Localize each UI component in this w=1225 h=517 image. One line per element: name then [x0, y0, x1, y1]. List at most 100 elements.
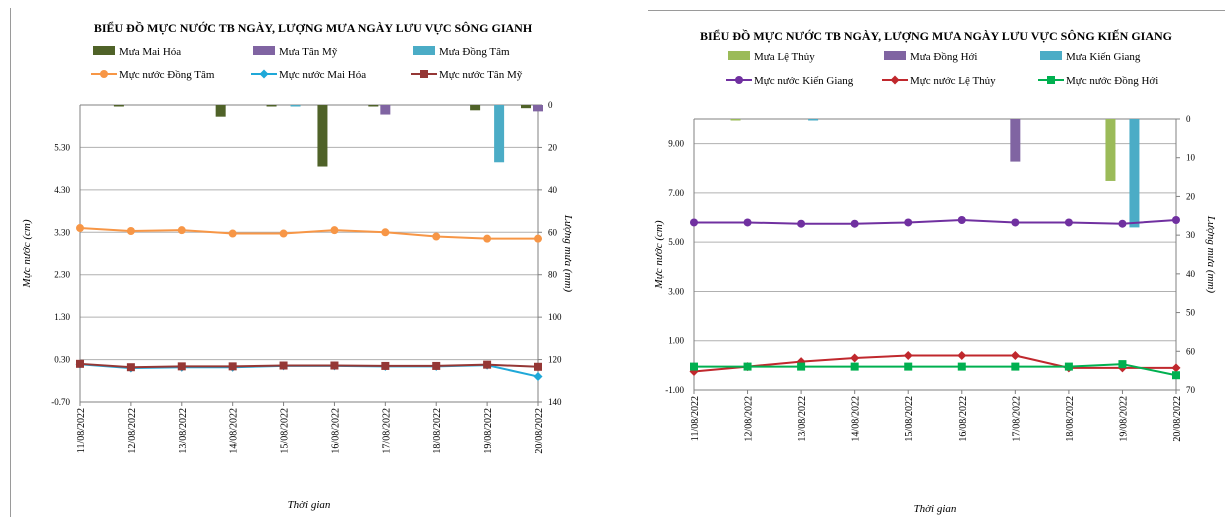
rain-bar [533, 105, 543, 112]
y-tick-label: -1.00 [665, 385, 684, 395]
rain-bar [317, 105, 328, 167]
legend-swatch [253, 46, 275, 55]
water-level-point [279, 361, 288, 370]
y-tick-label: 7.00 [668, 188, 684, 198]
x-tick-label: 11/08/2022 [690, 396, 701, 441]
water-level-point [850, 353, 860, 363]
left-panel-border [10, 8, 11, 517]
legend-label: Mưa Mai Hóa [119, 46, 181, 58]
legend-label: Mực nước Đồng Tâm [119, 69, 215, 81]
y2-tick-label: 0 [548, 100, 553, 110]
x-tick-label: 19/08/2022 [483, 408, 494, 454]
rain-bar [113, 105, 124, 107]
water-level-point [330, 361, 339, 370]
water-level-point [228, 362, 237, 371]
y2-tick-label: 70 [1186, 385, 1196, 395]
water-level-point [850, 362, 859, 371]
y-tick-label: 4.30 [54, 185, 70, 195]
water-level-point [1171, 363, 1181, 373]
y2-tick-label: 50 [1186, 308, 1196, 318]
y-tick-label: 5.00 [668, 237, 684, 247]
y2-tick-label: 60 [1186, 346, 1196, 356]
water-level-point [126, 227, 135, 236]
x-tick-label: 20/08/2022 [1172, 396, 1183, 442]
legend-swatch [728, 51, 750, 60]
legend-label: Mực nước Mai Hóa [279, 69, 366, 81]
water-level-point [1011, 218, 1020, 227]
legend-label: Mưa Đồng Hới [910, 51, 977, 63]
water-level-point [743, 218, 752, 227]
x-axis-title: Thời gian [914, 503, 957, 515]
water-level-point [126, 363, 135, 372]
rain-bar [1129, 119, 1140, 228]
water-level-point [690, 362, 698, 371]
legend-marker [1047, 76, 1055, 84]
y2-tick-label: 40 [1186, 269, 1196, 279]
y2-tick-label: 80 [548, 270, 558, 280]
water-level-point [903, 351, 913, 361]
x-tick-label: 15/08/2022 [904, 396, 915, 442]
x-tick-label: 14/08/2022 [851, 396, 862, 442]
x-tick-label: 14/08/2022 [229, 408, 240, 454]
x-tick-label: 13/08/2022 [178, 408, 189, 454]
water-level-point [483, 360, 492, 369]
water-level-point [381, 361, 390, 370]
y-tick-label: 3.00 [668, 286, 684, 296]
water-level-point [381, 228, 390, 237]
water-level-line [694, 363, 1177, 377]
x-tick-label: 13/08/2022 [797, 396, 808, 442]
y2-tick-label: 20 [1186, 191, 1196, 201]
y2-tick-label: 0 [1186, 114, 1191, 124]
y-tick-label: 1.30 [54, 312, 70, 322]
water-level-point [432, 361, 441, 370]
water-level-point [690, 218, 698, 227]
x-tick-label: 12/08/2022 [127, 408, 138, 454]
water-level-point [534, 234, 542, 243]
water-level-point [743, 362, 752, 371]
water-level-point [957, 362, 966, 371]
water-level-point [957, 351, 967, 361]
right-panel-top-border [648, 10, 1225, 11]
y-tick-label: 5.30 [54, 142, 70, 152]
water-level-point [76, 359, 84, 368]
water-level-point [1010, 351, 1020, 361]
water-level-point [904, 218, 913, 227]
water-level-point [177, 362, 186, 371]
legend-swatch [413, 46, 435, 55]
y2-axis-title: Lượng mưa (mm) [562, 214, 574, 292]
y2-tick-label: 60 [548, 227, 558, 237]
x-tick-label: 18/08/2022 [1065, 396, 1076, 442]
water-level-point [533, 372, 543, 382]
rain-bar [1105, 119, 1116, 181]
water-level-point [797, 219, 806, 228]
water-level-point [330, 226, 339, 235]
y-tick-label: 2.30 [54, 270, 70, 280]
y2-tick-label: 40 [548, 185, 558, 195]
x-tick-label: 19/08/2022 [1118, 396, 1129, 442]
chart-song-gianh: BIỂU ĐỒ MỰC NƯỚC TB NGÀY, LƯỢNG MƯA NGÀY… [21, 20, 574, 511]
water-level-point [1172, 216, 1180, 225]
chart-title: BIỂU ĐỒ MỰC NƯỚC TB NGÀY, LƯỢNG MƯA NGÀY… [94, 20, 533, 35]
y-axis-title: Mực nước (cm) [653, 220, 665, 289]
legend-marker [100, 70, 108, 78]
legend-label: Mưa Kiến Giang [1066, 51, 1141, 63]
water-level-point [1064, 218, 1073, 227]
rain-bar [521, 105, 531, 109]
y2-axis-title: Lượng mưa (mm) [1205, 215, 1217, 293]
legend-marker [259, 69, 269, 79]
x-axis-title: Thời gian [288, 499, 331, 511]
rain-bar [290, 105, 301, 107]
y2-tick-label: 30 [1186, 230, 1196, 240]
legend-marker [420, 70, 428, 78]
chart-title: BIỂU ĐỒ MỰC NƯỚC TB NGÀY, LƯỢNG MƯA NGÀY… [700, 28, 1172, 43]
x-tick-label: 20/08/2022 [534, 408, 545, 454]
water-level-line [693, 354, 1176, 373]
legend-marker [890, 75, 900, 85]
y-tick-label: 1.00 [668, 336, 684, 346]
legend-label: Mực nước Kiến Giang [754, 75, 854, 87]
y-tick-label: 9.00 [668, 139, 684, 149]
y2-tick-label: 120 [548, 355, 562, 365]
rain-bar [380, 105, 391, 115]
water-level-point [76, 224, 84, 233]
water-level-line [694, 219, 1177, 225]
